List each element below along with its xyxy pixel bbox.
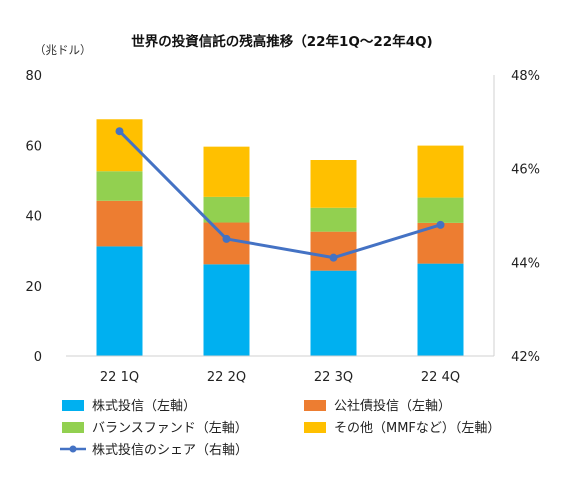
left-tick-label: 0 (34, 350, 42, 365)
share-line (118, 130, 441, 260)
legend-label-stock: 株式投信（左軸） (92, 398, 196, 414)
left-tick-label: 20 (25, 280, 42, 295)
legend-swatch-other (304, 422, 326, 433)
bar-segment (96, 119, 143, 172)
legend-swatch-bond (304, 400, 326, 411)
right-tick-label: 44% (511, 256, 540, 271)
right-tick-label: 48% (511, 69, 540, 84)
bar-segment (203, 196, 250, 223)
chart-title: 世界の投資信託の残高推移（22年1Q〜22年4Q) (131, 33, 432, 50)
left-tick-label: 80 (25, 69, 42, 84)
x-tick-label: 22 4Q (421, 370, 460, 385)
bar-segment (96, 200, 143, 247)
x-tick-label: 22 2Q (207, 370, 246, 385)
bar-segment (203, 146, 250, 197)
legend-swatch-stock (62, 400, 84, 411)
left-axis: 0 20 40 60 80 (25, 69, 42, 365)
bar-segment (310, 270, 357, 356)
right-tick-label: 46% (511, 163, 540, 178)
line-series-group (115, 127, 445, 262)
bar-segment (417, 197, 464, 223)
bar-segment (417, 263, 464, 356)
right-tick-label: 42% (511, 350, 540, 365)
legend: 株式投信（左軸） 公社債投信（左軸） バランスファンド（左軸） その他（MMFな… (60, 398, 500, 458)
bar-segment (310, 207, 357, 232)
bar-segment (203, 222, 250, 265)
x-tick-label: 22 3Q (314, 370, 353, 385)
left-axis-unit: （兆ドル） (34, 43, 92, 57)
bar-segment (310, 231, 357, 271)
left-tick-label: 60 (25, 139, 42, 154)
share-point (222, 234, 231, 243)
bar-segment (96, 246, 143, 356)
bar-segment (310, 160, 357, 208)
share-point (436, 220, 445, 229)
legend-label-balanced: バランスファンド（左軸） (92, 421, 248, 436)
right-axis: 42% 44% 46% 48% (511, 69, 540, 365)
legend-label-other: その他（MMFなど）（左軸） (334, 421, 500, 436)
share-point (329, 253, 338, 262)
legend-marker-share (69, 445, 77, 453)
bar-segment (96, 171, 143, 201)
legend-label-share: 株式投信のシェア（右軸） (92, 442, 248, 458)
left-tick-label: 40 (25, 210, 42, 225)
legend-swatch-balanced (62, 422, 84, 433)
legend-label-bond: 公社債投信（左軸） (334, 398, 451, 414)
share-point (115, 127, 124, 136)
bar-segment (417, 145, 464, 198)
x-axis-labels: 22 1Q 22 2Q 22 3Q 22 4Q (100, 370, 460, 385)
bar-segment (203, 264, 250, 356)
x-tick-label: 22 1Q (100, 370, 139, 385)
bar-series-group (96, 119, 464, 356)
